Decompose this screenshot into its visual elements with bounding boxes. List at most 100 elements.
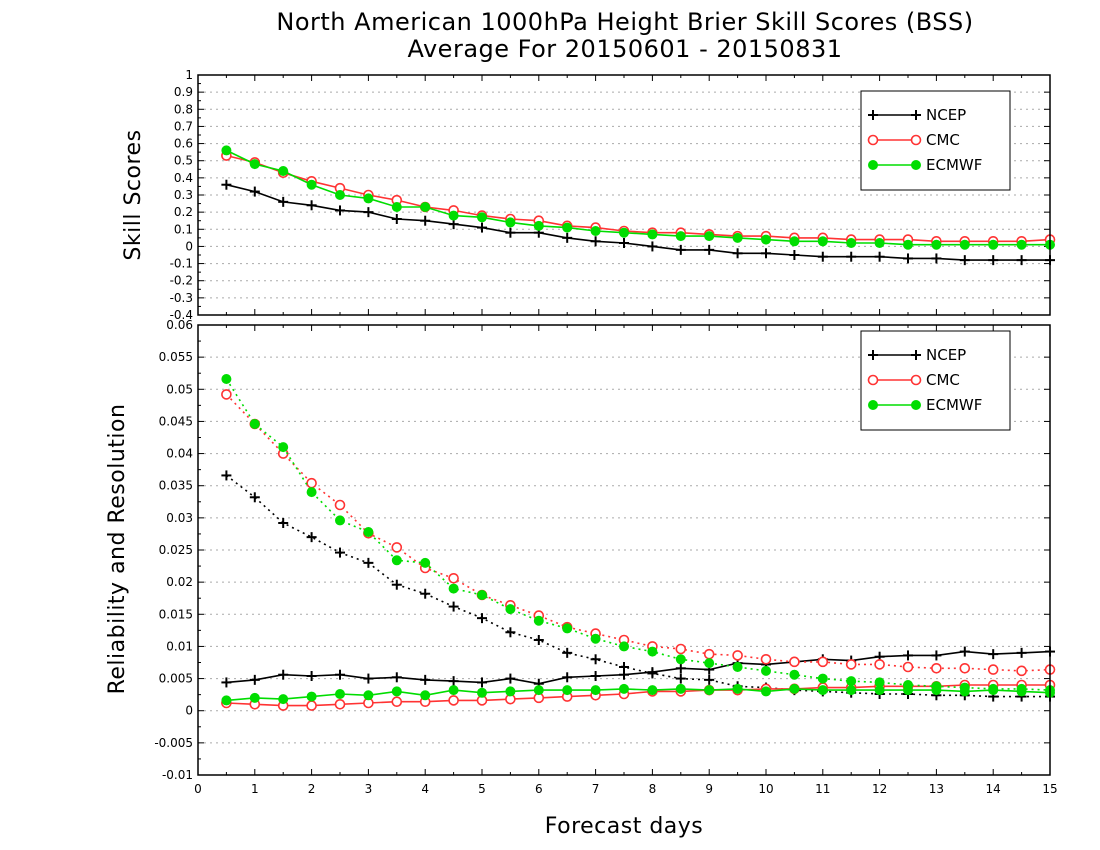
legend-label-0-2: ECMWF [926, 156, 982, 174]
data-point-ncep-solid-0-27 [988, 255, 999, 266]
data-point-ecmwf-solid-0-1 [249, 159, 260, 170]
data-point-cmc-dotted-1-18 [732, 650, 743, 661]
data-point-ecmwf-solid-1-0 [221, 695, 232, 706]
legend-1: NCEP CMC ECMWF [860, 330, 1011, 431]
y-tick-label-0-0: -0.4 [170, 308, 193, 322]
data-point-ecmwf-solid-1-18 [732, 683, 743, 694]
data-point-ncep-solid-0-17 [704, 244, 715, 255]
y-tick-label-1-8: 0.03 [166, 511, 193, 525]
data-point-ecmwf-solid-0-21 [817, 236, 828, 247]
data-point-ncep-solid-0-22 [846, 251, 857, 262]
y-tick-label-0-10: 0.6 [174, 137, 193, 151]
y-tick-label-0-6: 0.2 [174, 205, 193, 219]
data-point-ecmwf-solid-1-4 [335, 689, 345, 699]
data-point-ncep-solid-1-16 [675, 663, 686, 674]
data-point-cmc-dotted-1-19 [760, 653, 772, 665]
data-point-ncep-solid-1-7 [420, 674, 431, 685]
data-point-ecmwf-dotted-1-12 [562, 623, 573, 634]
data-point-cmc-solid-1-3 [306, 700, 317, 711]
data-point-ncep-dotted-1-1 [249, 492, 260, 503]
data-point-ncep-solid-0-19 [761, 248, 771, 259]
x-tick-label-3: 3 [365, 782, 373, 796]
data-point-ecmwf-dotted-1-16 [675, 654, 686, 665]
data-point-ecmwf-solid-0-16 [675, 231, 686, 242]
data-point-ecmwf-solid-0-22 [846, 238, 857, 248]
data-point-cmc-dotted-1-21 [817, 656, 829, 668]
data-point-ncep-dotted-1-10 [505, 627, 516, 638]
data-point-ncep-solid-1-10 [505, 673, 516, 684]
legend-marker-start-0-1 [867, 134, 879, 146]
legend-marker-start-1-1 [867, 374, 879, 386]
y-tick-label-1-6: 0.02 [166, 575, 193, 589]
y-tick-label-1-1: -0.005 [154, 736, 193, 750]
data-point-ecmwf-solid-0-0 [221, 145, 232, 156]
data-point-ncep-dotted-1-11 [533, 635, 544, 645]
data-point-ecmwf-dotted-1-9 [477, 590, 487, 600]
data-point-ecmwf-solid-1-19 [761, 686, 771, 697]
data-point-ecmwf-solid-0-25 [931, 239, 942, 250]
data-point-ncep-solid-0-7 [420, 215, 431, 226]
legend-marker-start-1-2 [868, 400, 878, 410]
data-point-ecmwf-dotted-1-20 [789, 669, 800, 680]
data-point-ecmwf-solid-0-2 [278, 166, 289, 176]
data-point-ecmwf-solid-1-17 [704, 685, 715, 696]
data-point-ncep-solid-0-10 [505, 227, 516, 238]
data-point-ncep-dotted-1-6 [391, 579, 402, 590]
x-tick-label-4: 4 [421, 782, 429, 796]
data-point-ecmwf-solid-0-10 [505, 217, 516, 228]
data-point-ncep-solid-0-2 [278, 196, 289, 207]
data-point-ecmwf-solid-0-15 [647, 229, 658, 240]
legend-label-1-2: ECMWF [926, 396, 982, 414]
data-point-ecmwf-dotted-1-28 [1016, 683, 1027, 694]
y-tick-label-0-1: -0.3 [170, 291, 193, 305]
data-point-ecmwf-solid-1-3 [306, 691, 317, 702]
data-point-ncep-solid-1-28 [1016, 647, 1027, 658]
skill-scores-panel: -0.4 -0.3 -0.2 -0.1 0 0.1 0.2 0.3 0.4 0.5 0.6 0.7 0.… [170, 68, 1056, 322]
data-point-ncep-solid-1-0 [221, 677, 232, 688]
data-point-ecmwf-dotted-1-19 [761, 665, 771, 676]
data-point-ecmwf-dotted-1-17 [704, 658, 715, 669]
data-point-ncep-solid-0-20 [789, 250, 800, 260]
data-point-ecmwf-solid-0-23 [874, 238, 885, 248]
x-tick-label-6: 6 [535, 782, 543, 796]
data-point-ecmwf-solid-0-4 [335, 190, 345, 200]
legend-label-1-0: NCEP [926, 346, 966, 364]
data-point-ncep-solid-1-6 [391, 672, 402, 683]
y-tick-label-0-5: 0.1 [174, 222, 193, 236]
data-point-ecmwf-solid-0-19 [761, 234, 771, 245]
reliability-resolution-panel: -0.01 -0.005 0 0.005 0.01 0.015 0.02 0.025 0.03 0… [154, 318, 1057, 796]
data-point-cmc-dotted-1-28 [1016, 665, 1027, 677]
data-point-ecmwf-solid-1-8 [448, 685, 459, 696]
data-point-ecmwf-solid-0-18 [732, 232, 743, 243]
data-point-ncep-solid-0-23 [874, 251, 885, 262]
y-tick-label-1-7: 0.025 [159, 543, 193, 557]
data-point-ecmwf-solid-0-26 [959, 239, 970, 250]
data-point-cmc-dotted-1-17 [703, 648, 715, 660]
data-point-ecmwf-solid-1-12 [562, 685, 573, 696]
data-point-ecmwf-solid-1-16 [675, 683, 686, 694]
legend-marker-end-0-1 [910, 134, 922, 146]
data-point-ecmwf-solid-0-5 [363, 193, 374, 204]
data-point-ecmwf-dotted-1-11 [533, 615, 544, 626]
data-point-ecmwf-dotted-1-21 [817, 673, 828, 684]
data-point-ncep-solid-1-9 [477, 677, 487, 688]
y-tick-label-0-3: -0.1 [170, 257, 193, 271]
data-point-ncep-dotted-1-2 [278, 518, 289, 528]
y-tick-label-0-9: 0.5 [174, 154, 193, 168]
y-tick-label-1-14: 0.06 [166, 318, 193, 332]
x-tick-label-10: 10 [758, 782, 773, 796]
legend-marker-start-1-0 [868, 350, 878, 360]
y-axis-title-skill-scores: Skill Scores [121, 129, 146, 260]
data-point-ncep-solid-1-25 [931, 650, 942, 661]
data-point-ncep-dotted-1-7 [420, 588, 431, 599]
data-point-ecmwf-dotted-1-13 [590, 633, 601, 644]
legend-marker-end-0-0 [911, 110, 921, 120]
data-point-ncep-solid-0-18 [732, 248, 743, 259]
x-tick-label-8: 8 [649, 782, 657, 796]
legend-label-0-1: CMC [926, 131, 960, 149]
legend-marker-end-0-2 [911, 160, 921, 170]
y-tick-label-0-2: -0.2 [170, 274, 193, 288]
chart-title-line-1: North American 1000hPa Height Brier Skil… [276, 8, 973, 36]
data-point-cmc-dotted-1-16 [675, 643, 687, 655]
data-point-ncep-solid-0-5 [363, 207, 374, 218]
